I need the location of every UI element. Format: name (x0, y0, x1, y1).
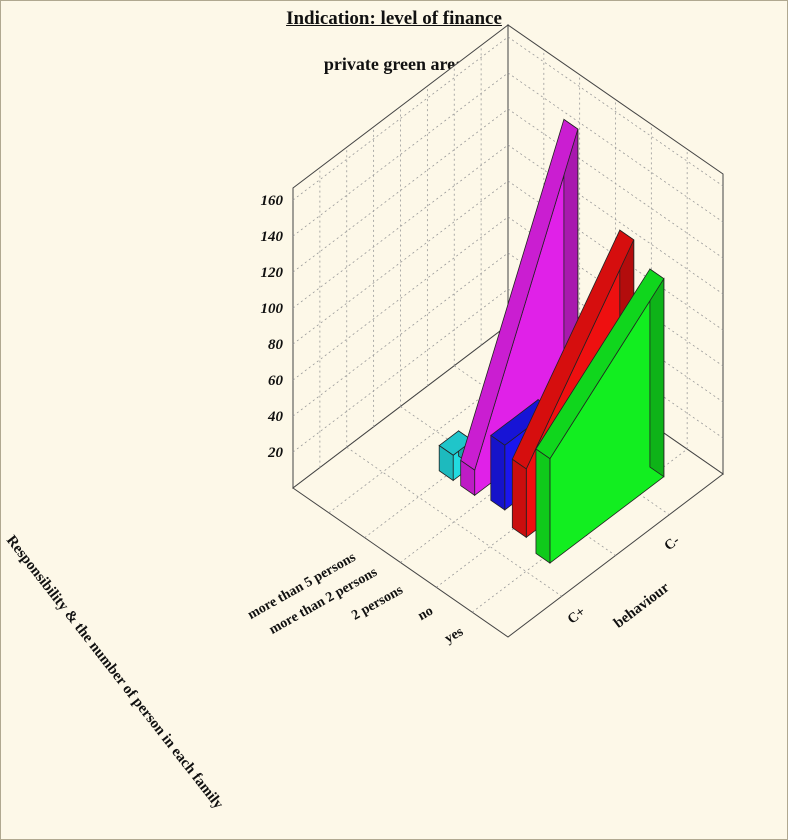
bar-end (490, 434, 506, 511)
bar-side (649, 268, 665, 478)
z-tick-label: 80 (268, 337, 284, 353)
bar-end (535, 448, 551, 564)
chart-z-ticks: 20 40 60 80 100 120 140 160 (261, 193, 284, 461)
chart-subtitle: private green area (323, 54, 465, 74)
z-tick-label: 60 (268, 373, 284, 389)
x-axis-label: behaviour (611, 579, 673, 631)
z-tick-label: 40 (267, 409, 284, 425)
bar-yes (535, 268, 665, 564)
chart-title: Indication: level of finance (286, 8, 502, 29)
y-axis-label: Responsibility & the number of person in… (3, 533, 227, 813)
z-tick-label: 140 (261, 229, 284, 245)
chart-bars (438, 118, 665, 564)
z-tick-label: 160 (261, 193, 284, 209)
x-category-label: C+ (565, 605, 588, 628)
category-label: no (416, 604, 436, 624)
z-tick-label: 120 (261, 265, 284, 281)
bar-end (460, 459, 476, 497)
bar-end (438, 444, 454, 482)
z-tick-label: 100 (261, 301, 284, 317)
bar-end (511, 458, 527, 539)
category-label: yes (442, 624, 466, 647)
z-tick-label: 20 (267, 445, 284, 461)
x-category-label: C- (662, 533, 683, 554)
